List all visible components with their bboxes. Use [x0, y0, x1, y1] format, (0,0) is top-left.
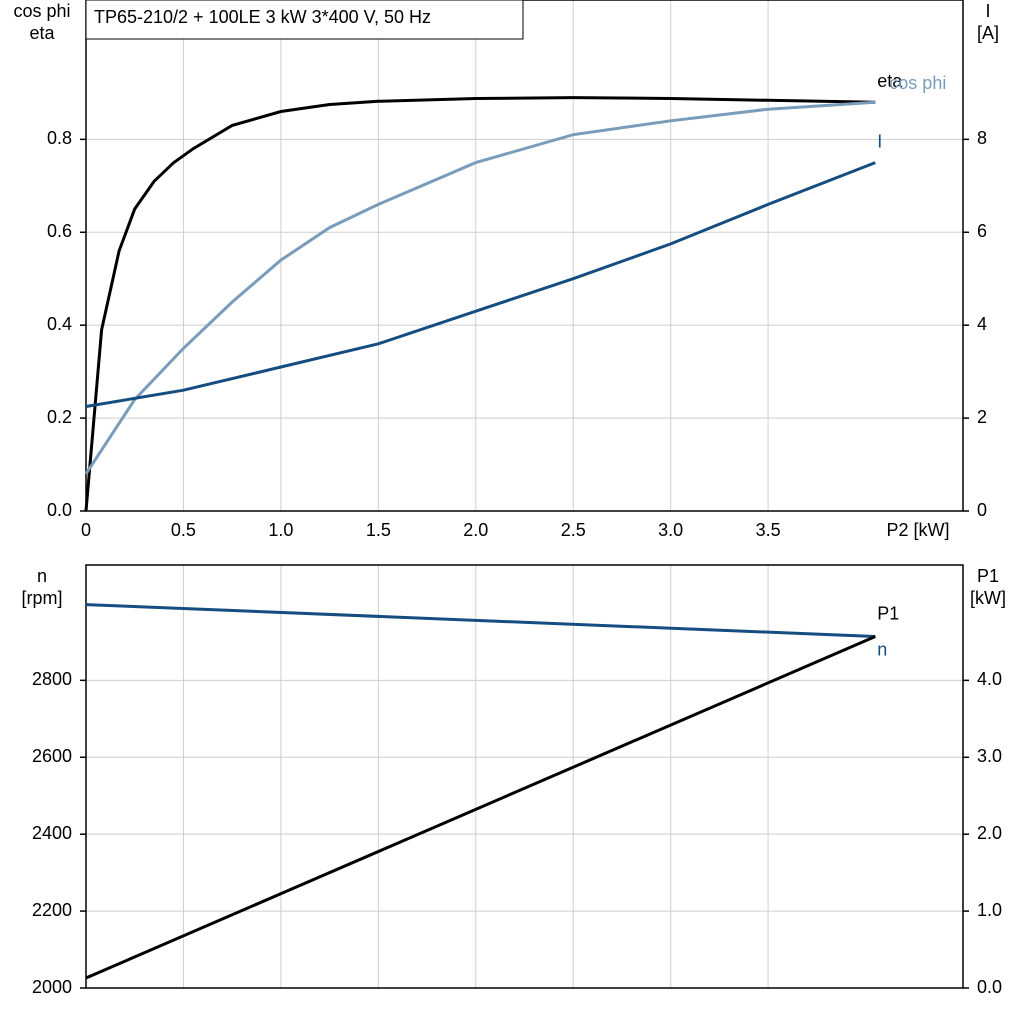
y-axis-label: n — [37, 566, 47, 586]
y2-tick-label: 0.0 — [977, 977, 1002, 997]
series-label: I — [877, 131, 882, 151]
y-tick-label: 0.8 — [47, 128, 72, 148]
x-axis-label: P2 [kW] — [886, 520, 949, 540]
y-axis-label: eta — [29, 23, 55, 43]
x-tick-label: 0 — [81, 520, 91, 540]
title-box — [85, 0, 524, 40]
y-tick-label: 2400 — [32, 823, 72, 843]
y-tick-label: 0.0 — [47, 500, 72, 520]
y2-axis-label: I — [985, 1, 990, 21]
x-tick-label: 3.0 — [658, 520, 683, 540]
x-tick-label: 1.5 — [366, 520, 391, 540]
series-label: n — [877, 639, 887, 659]
y2-tick-label: 0 — [977, 500, 987, 520]
series-line — [84, 100, 876, 475]
y2-tick-label: 4.0 — [977, 669, 1002, 689]
x-tick-label: 0.5 — [171, 520, 196, 540]
y2-tick-label: 6 — [977, 221, 987, 241]
y2-axis-label: P1 — [977, 566, 999, 586]
y2-tick-label: 1.0 — [977, 900, 1002, 920]
series-label: cos phi — [889, 73, 946, 93]
plot-frame — [85, 564, 964, 989]
series-line — [85, 635, 876, 980]
y2-tick-label: 4 — [977, 314, 987, 334]
series-label: eta — [877, 71, 903, 91]
y-axis-label: cos phi — [13, 1, 70, 21]
y-tick-label: 0.6 — [47, 221, 72, 241]
plot: 200022002400260028000.01.02.03.04.0n[rpm… — [21, 564, 1006, 997]
x-tick-label: 3.5 — [756, 520, 781, 540]
plot: 0 0.5 1.0 1.5 2.0 2.5 3.0 3.5 0.0 0.2 0.4 0.6 0.8 0 2 4… — [13, 0, 999, 540]
x-tick-label: 2.5 — [561, 520, 586, 540]
y2-tick-label: 3.0 — [977, 746, 1002, 766]
y2-axis-label: [A] — [977, 23, 999, 43]
x-tick-label: 1.0 — [268, 520, 293, 540]
y-tick-label: 2800 — [32, 669, 72, 689]
y-tick-label: 2200 — [32, 900, 72, 920]
series-line — [85, 161, 876, 408]
y-tick-label: 2600 — [32, 746, 72, 766]
series-line — [85, 603, 876, 638]
x-tick-label: 2.0 — [463, 520, 488, 540]
y2-tick-label: 2.0 — [977, 823, 1002, 843]
y-axis-label: [rpm] — [21, 588, 62, 608]
chart-title: TP65-210/2 + 100LE 3 kW 3*400 V, 50 Hz — [94, 7, 431, 27]
y2-tick-label: 2 — [977, 407, 987, 427]
y-tick-label: 0.2 — [47, 407, 72, 427]
y2-axis-label: [kW] — [970, 588, 1006, 608]
y-tick-label: 2000 — [32, 977, 72, 997]
series-line — [84, 96, 876, 512]
plot-frame — [85, 0, 964, 512]
series-label: P1 — [877, 603, 899, 623]
y2-tick-label: 8 — [977, 128, 987, 148]
y-tick-label: 0.4 — [47, 314, 72, 334]
